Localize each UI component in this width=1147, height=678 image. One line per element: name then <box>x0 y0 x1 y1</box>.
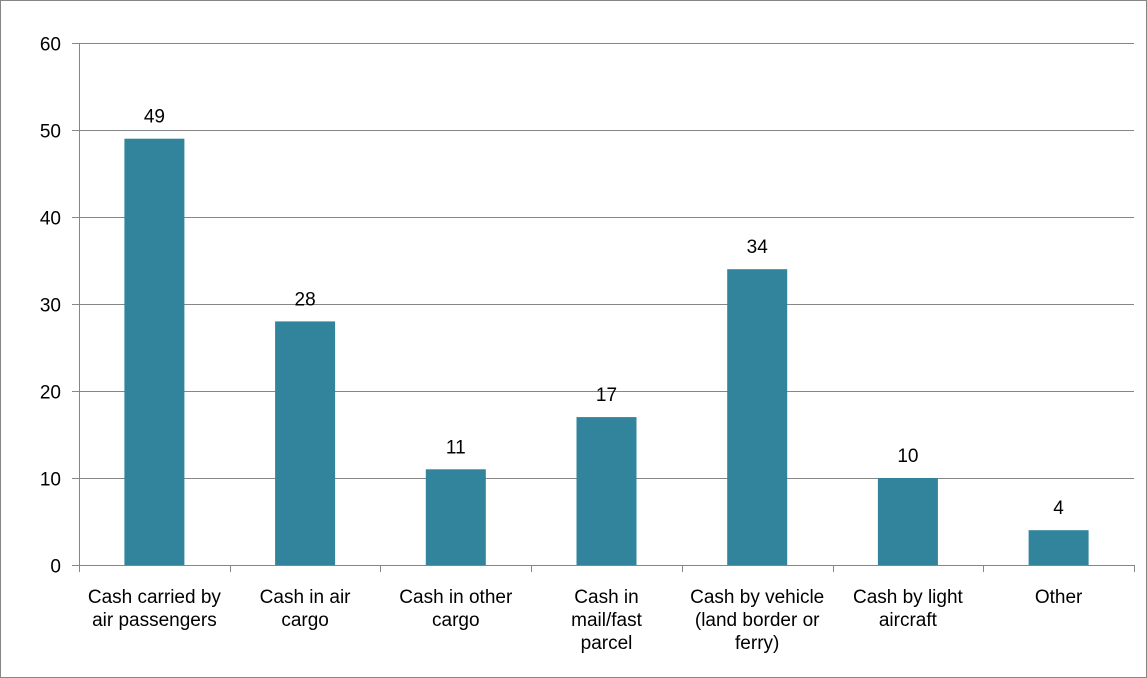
x-category-label-line: Cash in other <box>399 587 513 608</box>
x-category-label-line: Cash carried by <box>88 587 222 608</box>
y-tick-label: 20 <box>40 383 61 404</box>
bar <box>275 321 336 565</box>
x-category-label-line: (land border or <box>695 610 820 631</box>
y-tick-label: 30 <box>40 296 61 317</box>
x-category-label: Cash in mail/fast parcel <box>571 587 642 654</box>
x-category-label-line: Cash by vehicle <box>690 587 824 608</box>
x-category-label-line: cargo <box>432 610 480 631</box>
bar <box>425 469 486 565</box>
x-category-label-line: mail/fast <box>571 610 642 631</box>
y-tick-labels: 0 10 20 30 40 50 60 <box>40 35 61 578</box>
y-tick-label: 0 <box>50 557 61 578</box>
x-category-label-line: Cash by light <box>853 587 964 608</box>
x-category-label: Cash in air cargo <box>260 587 351 631</box>
data-label: 11 <box>446 437 466 458</box>
y-tick-label: 50 <box>40 122 61 143</box>
x-category-label-line: ferry) <box>735 633 779 654</box>
x-category-label: Other <box>1035 587 1083 608</box>
x-category-label-line: Cash in <box>574 587 638 608</box>
data-label: 17 <box>596 385 617 406</box>
bars <box>124 138 1089 565</box>
bar <box>877 478 938 565</box>
y-tick-label: 60 <box>40 35 61 56</box>
y-tick-label: 10 <box>40 470 61 491</box>
y-tick-label: 40 <box>40 209 61 230</box>
data-label: 28 <box>295 289 316 310</box>
x-category-label-line: Cash in air <box>260 587 351 608</box>
x-category-label: Cash carried by air passengers <box>88 587 222 631</box>
bar <box>576 417 637 565</box>
data-labels: 49 28 11 17 34 10 4 <box>144 107 1064 520</box>
data-label: 34 <box>747 237 769 258</box>
x-category-label: Cash in other cargo <box>399 587 513 631</box>
x-category-label-line: Other <box>1035 587 1083 608</box>
axes <box>72 43 1135 572</box>
data-label: 10 <box>897 446 918 467</box>
x-category-label-line: aircraft <box>879 610 938 631</box>
x-category-label: Cash by light aircraft <box>853 587 964 631</box>
data-label: 4 <box>1053 498 1064 519</box>
bar <box>124 138 185 565</box>
x-category-label: Cash by vehicle (land border or ferry) <box>690 587 824 654</box>
data-label: 49 <box>144 107 165 128</box>
bar <box>1028 530 1089 565</box>
x-category-label-line: parcel <box>581 633 633 654</box>
x-tick-labels: Cash carried by air passengers Cash in air… <box>88 587 1083 654</box>
gridlines <box>79 43 1134 479</box>
bar <box>727 269 788 565</box>
x-category-label-line: air passengers <box>92 610 217 631</box>
x-category-label-line: cargo <box>281 610 329 631</box>
